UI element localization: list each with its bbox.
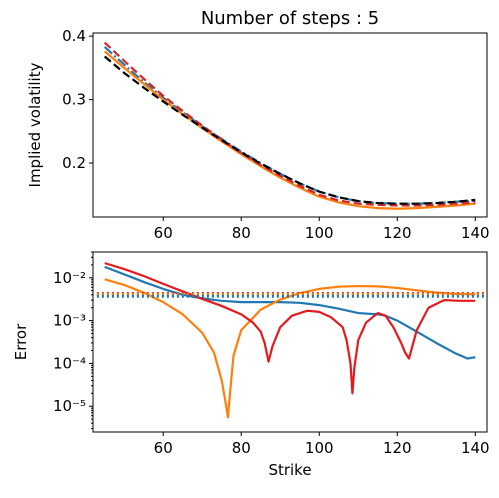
y-axis-label: Implied volatility [26,62,44,187]
y-tick-label: 10⁻⁵ [53,397,86,415]
y-tick-label: 10⁻³ [53,312,86,330]
series-line-0-3 [103,55,476,205]
y-tick-label: 0.3 [62,91,86,109]
x-tick-label: 100 [305,439,334,457]
series-line-0-2 [103,41,476,207]
series-line-1-0 [104,265,476,360]
plot-frame-1 [92,251,488,433]
x-tick-label: 140 [461,224,490,242]
x-tick-label: 80 [232,439,251,457]
plot-frame-0 [92,32,488,218]
x-tick-label: 120 [383,439,412,457]
y-tick-label: 10⁻⁴ [53,354,86,372]
chart-title: Number of steps : 5 [201,8,379,29]
x-tick-label: 100 [305,224,334,242]
y-tick-label: 0.2 [62,154,86,172]
series-line-1-1 [104,278,476,419]
x-tick-label: 80 [232,224,251,242]
x-axis-label: Strike [268,461,311,479]
y-axis-label: Error [12,323,30,360]
x-tick-label: 120 [383,224,412,242]
x-tick-label: 60 [154,439,173,457]
x-tick-label: 140 [461,439,490,457]
y-tick-label: 10⁻² [53,269,86,287]
series-line-0-1 [103,50,476,210]
y-tick-label: 0.4 [62,27,86,45]
series-line-1-2 [104,262,476,395]
x-tick-label: 60 [154,224,173,242]
